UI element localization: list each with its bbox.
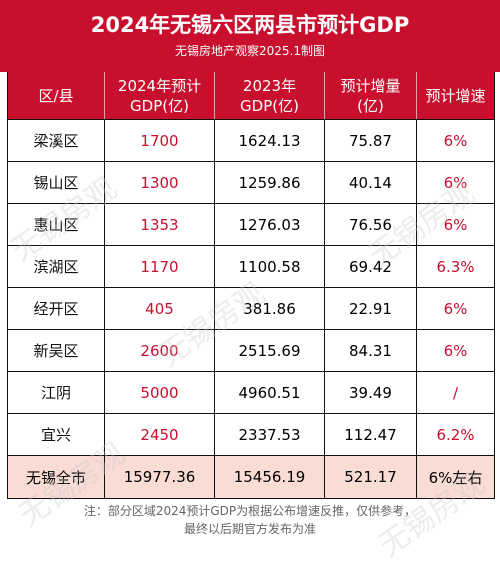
column-header-district: 区/县: [8, 72, 105, 119]
column-header-increase-text: 预计增量 (亿): [340, 76, 401, 115]
table-row: 锡山区 1300 1259.86 40.14 6%: [8, 162, 494, 204]
gdp-2023-cell: 2337.53: [215, 414, 325, 455]
table-row: 梁溪区 1700 1624.13 75.87 6%: [8, 120, 494, 162]
gdp-2024-cell: 2600: [105, 330, 215, 371]
increase-cell: 40.14: [325, 162, 417, 203]
district-cell: 经开区: [8, 288, 105, 329]
column-header-growth: 预计增速: [425, 86, 486, 105]
district-cell: 滨湖区: [8, 246, 105, 287]
increase-cell: 22.91: [325, 288, 417, 329]
growth-cell: 6.3%: [436, 257, 475, 276]
total-gdp-2023-cell: 15456.19: [215, 456, 325, 498]
increase-cell: 84.31: [325, 330, 417, 371]
growth-cell: 6%: [443, 215, 468, 234]
total-gdp-2024-cell: 15977.36: [105, 456, 215, 498]
district-cell: 惠山区: [8, 204, 105, 245]
gdp-2024-cell: 1353: [105, 204, 215, 245]
gdp-2023-cell: 4960.51: [215, 372, 325, 413]
total-district-cell: 无锡全市: [8, 456, 105, 498]
total-growth-cell: 6%左右: [428, 468, 483, 487]
gdp-2024-cell: 1300: [105, 162, 215, 203]
growth-cell: 6%: [443, 299, 468, 318]
gdp-2024-cell: 405: [105, 288, 215, 329]
growth-cell: 6%: [443, 173, 468, 192]
table-row: 宜兴 2450 2337.53 112.47 6.2%: [8, 414, 494, 456]
gdp-2023-cell: 381.86: [215, 288, 325, 329]
column-header-increase: 预计增量 (亿): [325, 72, 417, 119]
gdp-2023-cell: 1624.13: [215, 120, 325, 161]
growth-cell: 6.2%: [436, 425, 475, 444]
district-cell: 宜兴: [8, 414, 105, 455]
page-title: 2024年无锡六区两县市预计GDP: [90, 13, 410, 37]
gdp-table: 区/县 2024年预计 GDP(亿) 2023年 GDP(亿) 预计增量 (亿)…: [7, 72, 495, 499]
growth-cell: 6%: [443, 131, 468, 150]
gdp-2023-cell: 2515.69: [215, 330, 325, 371]
gdp-2024-cell: 5000: [105, 372, 215, 413]
column-header-gdp-2024-text: 2024年预计 GDP(亿): [117, 76, 202, 115]
increase-cell: 75.87: [325, 120, 417, 161]
column-header-gdp-2023-text: 2023年 GDP(亿): [240, 76, 299, 115]
gdp-2024-cell: 1700: [105, 120, 215, 161]
page-subtitle: 无锡房地产观察2025.1制图: [175, 44, 325, 58]
district-cell: 锡山区: [8, 162, 105, 203]
gdp-2023-cell: 1276.03: [215, 204, 325, 245]
increase-cell: 39.49: [325, 372, 417, 413]
district-cell: 梁溪区: [8, 120, 105, 161]
gdp-2023-cell: 1100.58: [215, 246, 325, 287]
increase-cell: 76.56: [325, 204, 417, 245]
growth-cell: 6%: [443, 341, 468, 360]
column-header-gdp-2024: 2024年预计 GDP(亿): [105, 72, 215, 119]
header-banner: 2024年无锡六区两县市预计GDP 无锡房地产观察2025.1制图: [0, 0, 500, 72]
footnote: 注：部分区域2024预计GDP为根据公布增速反推，仅供参考， 最终以后期官方发布…: [0, 502, 500, 538]
column-header-gdp-2023: 2023年 GDP(亿): [215, 72, 325, 119]
table-header-row: 区/县 2024年预计 GDP(亿) 2023年 GDP(亿) 预计增量 (亿)…: [8, 72, 494, 120]
table-row: 滨湖区 1170 1100.58 69.42 6.3%: [8, 246, 494, 288]
table-total-row: 无锡全市 15977.36 15456.19 521.17 6%左右: [8, 456, 494, 499]
gdp-2024-cell: 2450: [105, 414, 215, 455]
district-cell: 江阴: [8, 372, 105, 413]
gdp-2024-cell: 1170: [105, 246, 215, 287]
footnote-line-2: 最终以后期官方发布为准: [183, 522, 316, 536]
table-row: 经开区 405 381.86 22.91 6%: [8, 288, 494, 330]
total-increase-cell: 521.17: [325, 456, 417, 498]
footnote-line-1: 注：部分区域2024预计GDP为根据公布增速反推，仅供参考，: [83, 504, 417, 518]
table-row: 江阴 5000 4960.51 39.49 /: [8, 372, 494, 414]
table-row: 惠山区 1353 1276.03 76.56 6%: [8, 204, 494, 246]
increase-cell: 69.42: [325, 246, 417, 287]
increase-cell: 112.47: [325, 414, 417, 455]
gdp-2023-cell: 1259.86: [215, 162, 325, 203]
table-row: 新吴区 2600 2515.69 84.31 6%: [8, 330, 494, 372]
district-cell: 新吴区: [8, 330, 105, 371]
growth-cell: /: [452, 383, 459, 402]
